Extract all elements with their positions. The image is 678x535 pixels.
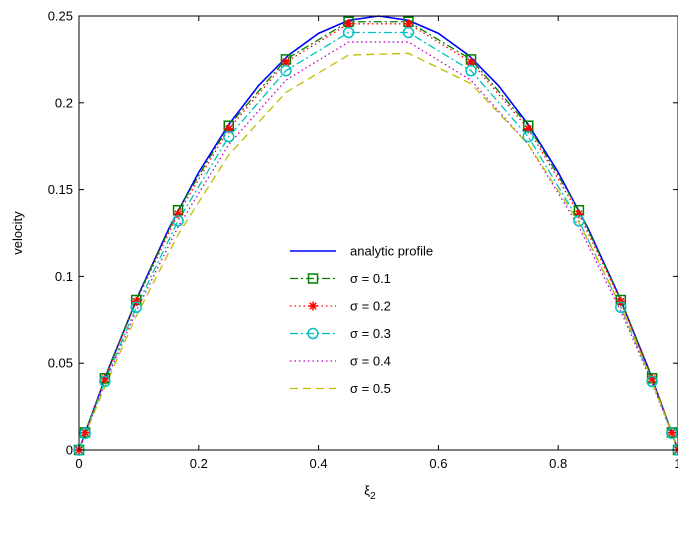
series-4-marker: [130, 301, 142, 314]
x-axis-label: ξ2: [364, 483, 376, 502]
legend-label-4: σ = 0.3: [350, 326, 391, 341]
series-4-marker: [223, 130, 235, 143]
series-3-marker: [224, 124, 234, 134]
series-line-5: [78, 41, 678, 451]
y-tick-label: 0.2: [55, 95, 73, 110]
series-3-marker: [616, 296, 626, 306]
marker-layer: [73, 16, 678, 456]
legend-label-1: analytic profile: [350, 244, 433, 259]
y-tick-label: 0.05: [48, 356, 73, 371]
series-3-marker: [667, 428, 677, 438]
x-tick-label: 0: [75, 456, 82, 471]
x-tick-label: 0.4: [310, 456, 328, 471]
series-4-marker: [342, 26, 355, 39]
legend-marker-3: [308, 301, 318, 311]
series-3-marker: [647, 374, 657, 384]
x-tick-label: 1: [674, 456, 678, 471]
series-4-marker: [99, 375, 111, 388]
legend-marker-4: [307, 327, 319, 340]
y-tick-label: 0.25: [48, 9, 73, 24]
y-axis-label: velocity: [10, 211, 25, 255]
series-4-marker: [402, 26, 415, 39]
x-tick-label: 0.2: [190, 456, 208, 471]
tick-label-layer: 0 0.2 0.4 0.6 0.8 1 0 0.05 0.1 0.15 0.2 0.25: [48, 9, 678, 472]
series-line-6: [78, 52, 678, 451]
series-3-marker: [131, 296, 141, 306]
series-3-marker: [403, 19, 413, 29]
series-4-marker: [646, 375, 658, 388]
series-3-marker: [80, 428, 90, 438]
series-4-marker: [280, 64, 292, 77]
series-4-marker: [465, 64, 477, 77]
series-layer: [78, 15, 678, 451]
series-4-marker: [666, 427, 678, 440]
legend-label-2: σ = 0.1: [350, 271, 391, 286]
legend: analytic profile σ = 0.1 σ = 0.2 σ = 0.3 σ =…: [284, 236, 502, 404]
legend-box: [284, 236, 502, 404]
x-tick-label: 0.8: [549, 456, 567, 471]
series-line-3: [78, 23, 678, 451]
x-axis-label-main: ξ: [364, 483, 370, 498]
y-tick-label: 0.15: [48, 182, 73, 197]
series-4-marker: [573, 215, 585, 227]
series-3-marker: [100, 374, 110, 384]
legend-label-5: σ = 0.4: [350, 354, 391, 369]
y-tick-label: 0: [66, 443, 73, 458]
plot-frame: [78, 15, 678, 451]
legend-label-6: σ = 0.5: [350, 381, 391, 396]
legend-marker-2: [307, 273, 319, 284]
series-4-marker: [79, 427, 91, 440]
series-4-marker: [522, 130, 534, 143]
y-tick-label: 0.1: [55, 269, 73, 284]
x-axis-label-subscript: 2: [370, 491, 376, 502]
series-4-marker: [172, 215, 184, 227]
legend-label-3: σ = 0.2: [350, 299, 391, 314]
tick-layer: [78, 15, 678, 451]
x-tick-label: 0.6: [429, 456, 447, 471]
series-4-marker: [615, 301, 627, 314]
